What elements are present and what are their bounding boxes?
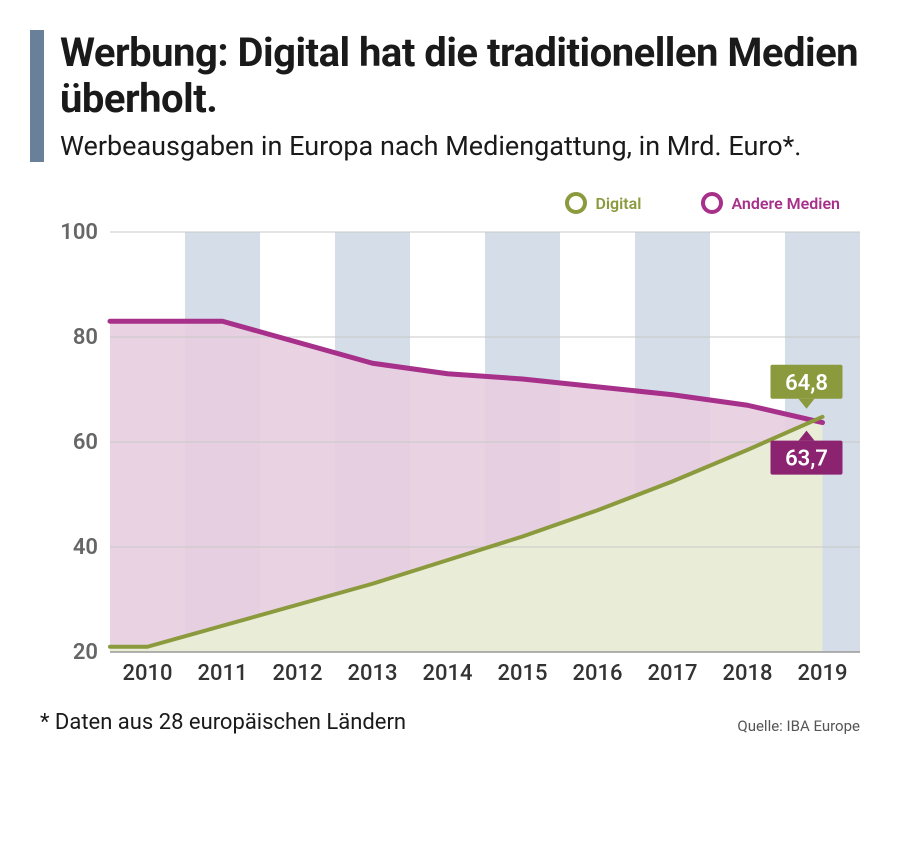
svg-text:40: 40 [73, 535, 98, 560]
svg-text:2019: 2019 [797, 661, 847, 686]
svg-text:64,8: 64,8 [785, 371, 828, 396]
legend-label-digital: Digital [595, 194, 641, 213]
svg-text:100: 100 [60, 222, 98, 245]
legend-marker-other [701, 192, 723, 214]
legend-item-digital: Digital [565, 192, 641, 214]
legend-label-other: Andere Medien [731, 194, 840, 213]
svg-text:2015: 2015 [497, 661, 547, 686]
svg-text:63,7: 63,7 [785, 447, 828, 472]
chart-subtitle: Werbeausgaben in Europa nach Mediengattu… [60, 130, 870, 162]
header-block: Werbung: Digital hat die traditionellen … [30, 30, 870, 162]
chart-area: 20 40 60 80 100 2010 2011 2012 2013 2014 2015 2016 2… [50, 222, 870, 692]
svg-text:2014: 2014 [422, 661, 472, 686]
footnote: * Daten aus 28 europäischen Ländern [40, 710, 406, 735]
legend: Digital Andere Medien [30, 192, 870, 214]
area-line-chart: 20 40 60 80 100 2010 2011 2012 2013 2014 2015 2016 2… [50, 222, 870, 692]
svg-text:60: 60 [73, 430, 98, 455]
svg-text:20: 20 [73, 640, 98, 665]
svg-text:80: 80 [73, 325, 98, 350]
source-attribution: Quelle: IBA Europe [737, 717, 860, 735]
chart-title: Werbung: Digital hat die traditionellen … [60, 30, 870, 122]
svg-text:2012: 2012 [272, 661, 322, 686]
accent-bar [30, 30, 44, 162]
legend-item-other: Andere Medien [701, 192, 840, 214]
svg-text:2011: 2011 [197, 661, 247, 686]
svg-text:2013: 2013 [347, 661, 397, 686]
legend-marker-digital [565, 192, 587, 214]
svg-text:2018: 2018 [722, 661, 772, 686]
svg-text:2010: 2010 [122, 661, 172, 686]
svg-text:2016: 2016 [572, 661, 622, 686]
svg-text:2017: 2017 [647, 661, 697, 686]
